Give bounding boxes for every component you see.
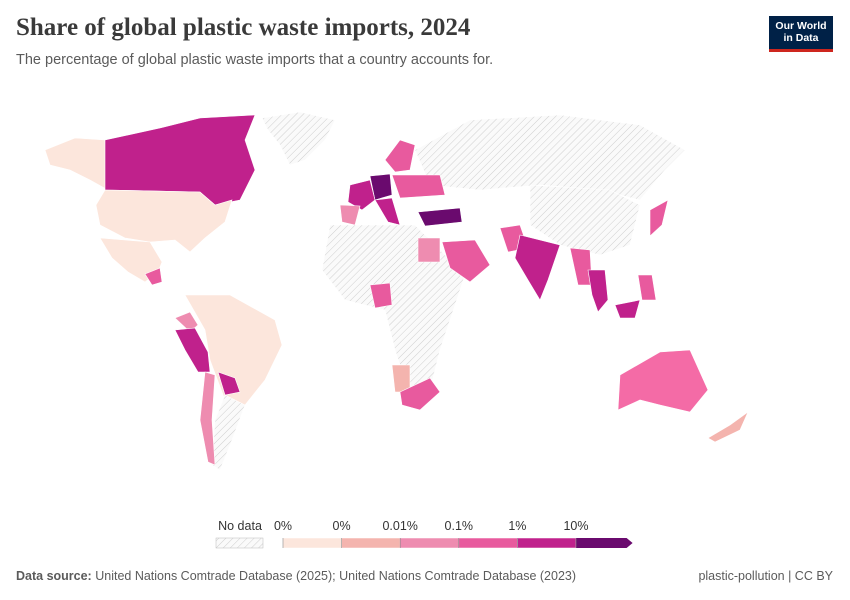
legend-swatch bbox=[517, 537, 577, 549]
country[interactable] bbox=[369, 282, 393, 309]
legend-label: 1% bbox=[508, 519, 526, 533]
country[interactable] bbox=[399, 377, 441, 411]
country[interactable] bbox=[617, 349, 709, 413]
country[interactable] bbox=[441, 239, 491, 283]
country[interactable] bbox=[374, 197, 401, 226]
country[interactable] bbox=[514, 234, 561, 301]
logo[interactable]: Our World in Data bbox=[769, 16, 833, 52]
legend: No data 0% 0% 0.01% 0.1% 1% 10% bbox=[215, 519, 633, 549]
title: Share of global plastic waste imports, 2… bbox=[16, 14, 471, 41]
legend-no-data-label: No data bbox=[218, 519, 262, 533]
source-label: Data source: bbox=[16, 569, 92, 583]
country[interactable] bbox=[144, 267, 163, 286]
country[interactable] bbox=[211, 394, 246, 471]
country[interactable] bbox=[707, 411, 749, 443]
legend-swatch bbox=[576, 538, 633, 548]
countries bbox=[44, 111, 749, 471]
country[interactable] bbox=[414, 114, 686, 201]
country[interactable] bbox=[369, 173, 393, 201]
slug: plastic-pollution | CC BY bbox=[698, 569, 833, 583]
country[interactable] bbox=[261, 111, 336, 166]
legend-swatch bbox=[458, 537, 518, 549]
legend-label: 10% bbox=[563, 519, 588, 533]
legend-label: 0% bbox=[274, 519, 292, 533]
source: Data source: United Nations Comtrade Dat… bbox=[16, 569, 576, 583]
country[interactable] bbox=[569, 247, 593, 286]
country[interactable] bbox=[391, 364, 411, 393]
logo-line: in Data bbox=[783, 32, 819, 44]
country[interactable] bbox=[384, 139, 416, 173]
country[interactable] bbox=[339, 204, 361, 226]
legend-swatch bbox=[282, 537, 342, 549]
country[interactable] bbox=[174, 327, 211, 373]
source-text: United Nations Comtrade Database (2025);… bbox=[95, 569, 577, 583]
logo-line: Our World bbox=[775, 20, 827, 32]
country[interactable] bbox=[649, 199, 669, 237]
country[interactable] bbox=[347, 179, 376, 211]
country[interactable] bbox=[184, 294, 283, 406]
subtitle: The percentage of global plastic waste i… bbox=[16, 52, 494, 68]
country[interactable] bbox=[587, 269, 609, 313]
country[interactable] bbox=[417, 207, 463, 227]
country[interactable] bbox=[529, 184, 641, 256]
country[interactable] bbox=[217, 371, 241, 396]
country[interactable] bbox=[44, 137, 109, 191]
legend-label: 0.01% bbox=[382, 519, 417, 533]
legend-swatch bbox=[341, 537, 401, 549]
country[interactable] bbox=[637, 274, 657, 301]
legend-label: 0.1% bbox=[445, 519, 474, 533]
country[interactable] bbox=[391, 174, 446, 199]
country[interactable] bbox=[417, 237, 441, 263]
legend-swatch bbox=[399, 537, 460, 549]
country[interactable] bbox=[199, 371, 216, 466]
country[interactable] bbox=[95, 189, 233, 253]
country[interactable] bbox=[614, 299, 641, 319]
country[interactable] bbox=[174, 311, 199, 333]
legend-no-data-swatch bbox=[215, 537, 264, 549]
legend-label: 0% bbox=[333, 519, 351, 533]
